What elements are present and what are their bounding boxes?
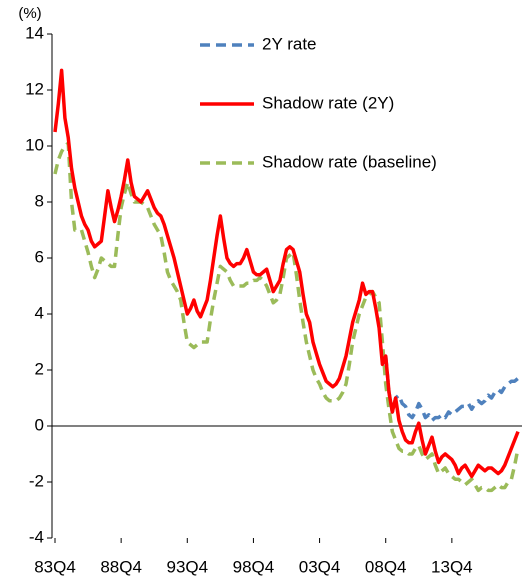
y-tick-label: 12	[25, 79, 44, 98]
y-unit-label: (%)	[18, 5, 41, 22]
y-tick-label: 0	[35, 415, 44, 434]
x-tick-label: 98Q4	[233, 557, 275, 576]
x-tick-label: 08Q4	[365, 557, 407, 576]
y-tick-label: 2	[35, 359, 44, 378]
x-tick-label: 03Q4	[299, 557, 341, 576]
y-tick-label: 8	[35, 191, 44, 210]
series-line	[53, 68, 520, 479]
y-tick-label: 6	[35, 247, 44, 266]
y-tick-label: -2	[29, 471, 44, 490]
legend-label: 2Y rate	[262, 34, 317, 53]
x-tick-label: 13Q4	[431, 557, 473, 576]
x-tick-label: 88Q4	[100, 557, 142, 576]
y-tick-label: 14	[25, 23, 44, 42]
x-tick-label: 83Q4	[34, 557, 76, 576]
series-line	[383, 355, 520, 423]
legend-label: Shadow rate (2Y)	[262, 93, 394, 112]
y-tick-label: -4	[29, 527, 44, 546]
series-line	[53, 141, 520, 493]
x-tick-label: 93Q4	[166, 557, 208, 576]
y-tick-label: 4	[35, 303, 44, 322]
y-tick-label: 10	[25, 135, 44, 154]
legend-label: Shadow rate (baseline)	[262, 152, 437, 171]
